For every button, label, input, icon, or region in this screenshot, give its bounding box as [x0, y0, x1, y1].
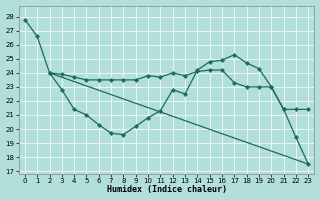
X-axis label: Humidex (Indice chaleur): Humidex (Indice chaleur) [107, 185, 227, 194]
